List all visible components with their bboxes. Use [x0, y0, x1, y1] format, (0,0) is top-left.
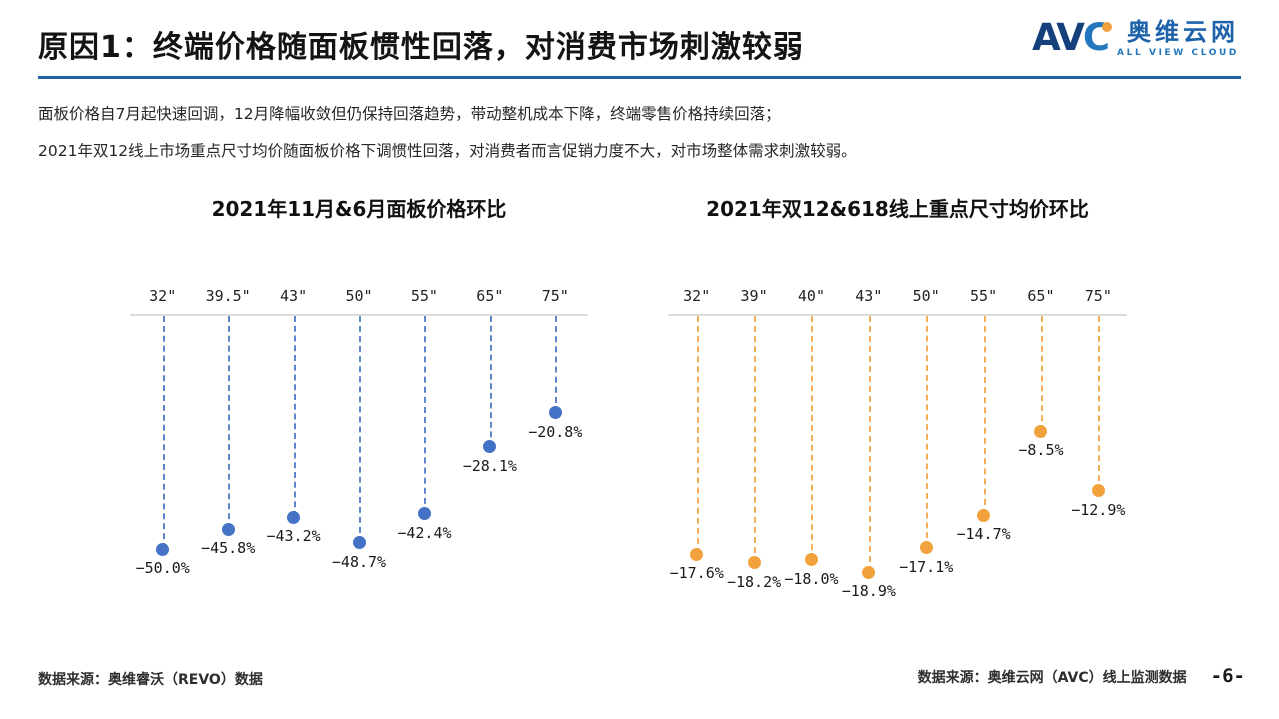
stem-dashed-line — [983, 316, 986, 516]
stem-dashed-line — [424, 316, 427, 514]
category-label: 75" — [541, 287, 569, 305]
chart-title-left: 2021年11月&6月面板价格环比 — [211, 197, 507, 221]
plot-area-left: 32" −50.0% 39.5" −45.8% 43" −43.2% 50" −48.7% 55… — [130, 285, 588, 615]
category-label: 55" — [970, 287, 998, 305]
logo-av-letters: AV — [1032, 16, 1085, 59]
footer-right: 数据来源：奥维云网（AVC）线上监测数据 -6- — [918, 665, 1245, 687]
chart-column: 50" −48.7% — [299, 285, 419, 615]
stem-dashed-line — [868, 316, 871, 572]
value-label: −18.9% — [841, 582, 896, 600]
category-label: 50" — [912, 287, 940, 305]
category-label: 65" — [1027, 287, 1055, 305]
chart-column: 43" −43.2% — [234, 285, 354, 615]
chart-column: 75" −12.9% — [1038, 285, 1158, 615]
data-point-dot — [919, 541, 933, 555]
stem-dashed-line — [926, 316, 929, 548]
value-label: −48.7% — [331, 552, 387, 571]
value-label: −8.5% — [1018, 441, 1064, 460]
stem-dashed-line — [555, 316, 558, 413]
stem-dashed-line — [293, 316, 296, 518]
value-label: −18.2% — [726, 572, 782, 591]
value-label: −12.9% — [1071, 500, 1126, 519]
category-label: 32" — [149, 287, 177, 305]
category-label: 39.5" — [205, 287, 251, 305]
page-number: -6- — [1210, 665, 1245, 687]
chart-column: 75" −20.8% — [495, 285, 615, 615]
avc-logo-mark: AVC — [1032, 16, 1113, 59]
value-label: −42.4% — [397, 523, 452, 542]
plot-area-right: 32" −17.6% 39" −18.2% 40" −18.0% 43" −18.9% 50" −… — [668, 285, 1127, 615]
category-label: 65" — [476, 287, 504, 305]
value-label: −28.1% — [462, 456, 517, 475]
chart-column: 55" −14.7% — [924, 285, 1044, 615]
stem-dashed-line — [228, 316, 231, 530]
category-label: 39" — [740, 287, 768, 305]
stem-dashed-line — [754, 316, 757, 563]
data-point-dot — [548, 406, 562, 420]
avc-logo: AVC 奥维云网 ALL VIEW CLOUD — [1032, 18, 1239, 58]
category-label: 43" — [855, 287, 883, 305]
chart-column: 50" −17.1% — [866, 285, 986, 615]
data-point-dot — [690, 547, 704, 561]
category-label: 50" — [345, 287, 373, 305]
chart-column: 43" −18.9% — [809, 285, 929, 615]
top-axis-line — [668, 314, 1127, 316]
data-point-dot — [287, 510, 301, 524]
chart-column: 65" −8.5% — [981, 285, 1101, 615]
chart-column: 32" −17.6% — [637, 285, 757, 615]
data-point-dot — [417, 507, 431, 521]
data-point-dot — [977, 508, 991, 522]
logo-name-en: ALL VIEW CLOUD — [1117, 47, 1239, 58]
chart-column: 39.5" −45.8% — [168, 285, 288, 615]
value-label: −18.0% — [784, 569, 839, 588]
chart-column: 55" −42.4% — [364, 285, 484, 615]
data-point-dot — [862, 565, 876, 579]
title-underline — [38, 76, 1241, 79]
logo-orange-dot-icon — [1102, 22, 1113, 32]
intro-text: 面板价格自7月起快速回调，12月降幅收敛但仍保持回落趋势，带动整机成本下降，终端… — [38, 96, 1238, 170]
data-point-dot — [221, 522, 235, 536]
value-label: −17.1% — [899, 557, 954, 576]
page-title: 原因1：终端价格随面板惯性回落，对消费市场刺激较弱 — [38, 30, 804, 65]
chart-column: 40" −18.0% — [751, 285, 871, 615]
data-point-dot — [804, 553, 818, 567]
value-label: −20.8% — [528, 422, 583, 441]
data-point-dot — [483, 440, 497, 454]
stem-dashed-line — [359, 316, 361, 543]
stem-dashed-line — [811, 316, 814, 560]
category-label: 43" — [280, 287, 308, 305]
value-label: −43.2% — [266, 527, 321, 546]
stem-dashed-line — [162, 316, 165, 549]
value-label: −50.0% — [135, 559, 190, 577]
category-label: 40" — [797, 287, 825, 305]
data-point-dot — [1034, 424, 1048, 438]
stem-dashed-line — [489, 316, 492, 447]
category-label: 75" — [1084, 287, 1112, 305]
value-label: −45.8% — [201, 539, 256, 558]
top-axis-line — [130, 314, 588, 316]
stem-dashed-line — [696, 316, 699, 555]
data-point-dot — [747, 556, 761, 570]
data-source-left: 数据来源：奥维睿沃（REVO）数据 — [38, 672, 263, 688]
logo-text: 奥维云网 ALL VIEW CLOUD — [1117, 19, 1239, 58]
intro-line-1: 面板价格自7月起快速回调，12月降幅收敛但仍保持回落趋势，带动整机成本下降，终端… — [38, 105, 781, 123]
value-label: −14.7% — [956, 525, 1011, 544]
chart-column: 39" −18.2% — [694, 285, 814, 615]
data-source-right: 数据来源：奥维云网（AVC）线上监测数据 — [917, 670, 1187, 686]
chart-column: 65" −28.1% — [430, 285, 550, 615]
data-point-dot — [156, 542, 170, 556]
chart-column: 32" −50.0% — [103, 285, 223, 615]
intro-line-2: 2021年双12线上市场重点尺寸均价随面板价格下调惯性回落，对消费者而言促销力度… — [38, 142, 857, 160]
category-label: 55" — [410, 287, 438, 305]
stem-dashed-line — [1040, 316, 1043, 432]
chart-title-right: 2021年双12&618线上重点尺寸均价环比 — [706, 197, 1089, 221]
logo-name-cn: 奥维云网 — [1127, 17, 1239, 46]
value-label: −17.6% — [669, 564, 724, 583]
data-point-dot — [352, 536, 366, 550]
data-point-dot — [1091, 484, 1105, 498]
stem-dashed-line — [1098, 316, 1101, 491]
category-label: 32" — [683, 287, 711, 305]
